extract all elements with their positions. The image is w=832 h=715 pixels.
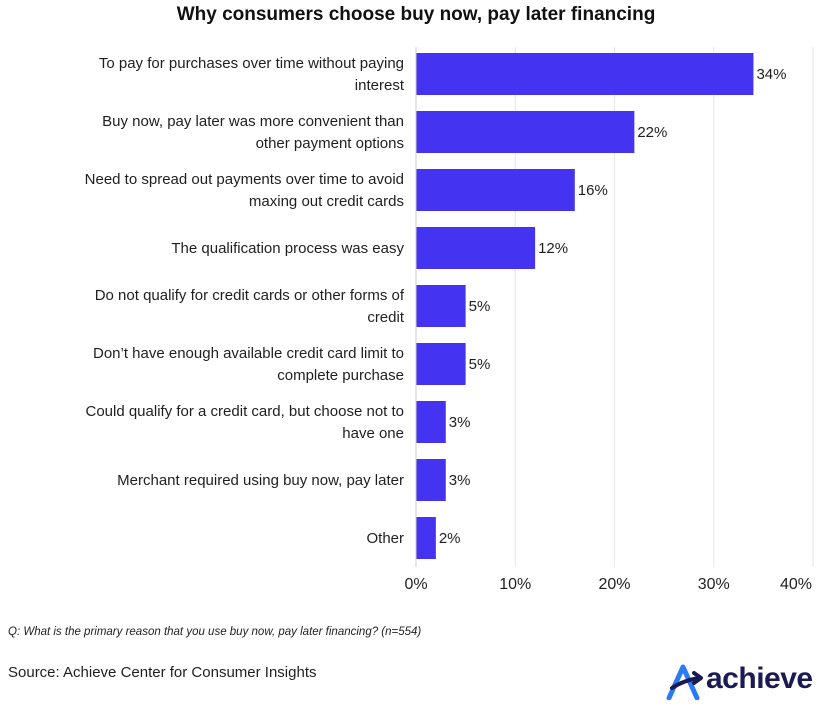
- bar: [416, 343, 466, 385]
- category-label: The qualification process was easy: [171, 240, 404, 257]
- logo-wordmark: achieve: [706, 662, 813, 695]
- bar: [416, 111, 635, 153]
- category-label: Buy now, pay later was more convenient t…: [102, 113, 404, 130]
- category-label: interest: [355, 77, 405, 94]
- category-label: To pay for purchases over time without p…: [99, 55, 404, 72]
- category-label: have one: [342, 425, 404, 442]
- data-label: 3%: [449, 414, 471, 431]
- x-tick-label: 10%: [499, 576, 531, 593]
- source-note: Source: Achieve Center for Consumer Insi…: [8, 664, 317, 681]
- x-tick-label: 30%: [698, 576, 730, 593]
- bar: [416, 459, 446, 501]
- category-label: maxing out credit cards: [249, 193, 404, 210]
- category-label: Need to spread out payments over time to…: [85, 171, 404, 188]
- category-label: other payment options: [256, 135, 404, 152]
- category-label: Do not qualify for credit cards or other…: [95, 287, 405, 304]
- data-label: 5%: [469, 298, 491, 315]
- achieve-logo-icon: [666, 664, 703, 700]
- data-label: 2%: [439, 530, 461, 547]
- category-label: Don’t have enough available credit card …: [93, 345, 404, 362]
- achieve-logo: achieve: [666, 660, 828, 704]
- bar: [416, 285, 466, 327]
- data-label: 22%: [637, 124, 667, 141]
- bar-chart: 34% To pay for purchases over time withou…: [85, 47, 814, 593]
- data-label: 3%: [449, 472, 471, 489]
- data-label: 34%: [756, 66, 786, 83]
- bar: [416, 517, 436, 559]
- category-label: credit: [367, 309, 405, 326]
- bar: [416, 227, 536, 269]
- category-label: complete purchase: [277, 367, 404, 384]
- survey-question-footnote: Q: What is the primary reason that you u…: [8, 626, 422, 638]
- data-label: 5%: [469, 356, 491, 373]
- data-label: 16%: [578, 182, 608, 199]
- data-label: 12%: [538, 240, 568, 257]
- bar: [416, 53, 754, 95]
- bar: [416, 169, 575, 211]
- x-tick-label: 0%: [404, 576, 427, 593]
- chart-title: Why consumers choose buy now, pay later …: [176, 4, 656, 25]
- bar: [416, 401, 446, 443]
- category-label: Merchant required using buy now, pay lat…: [117, 472, 404, 489]
- category-label: Other: [366, 530, 404, 547]
- category-label: Could qualify for a credit card, but cho…: [85, 403, 404, 420]
- x-tick-label: 40%: [780, 576, 812, 593]
- x-tick-label: 20%: [598, 576, 630, 593]
